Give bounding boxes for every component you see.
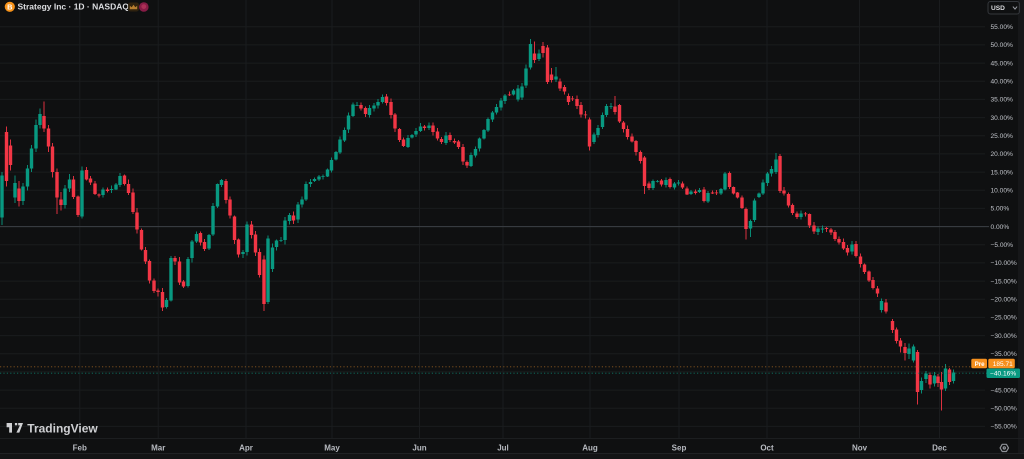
svg-text:35.00%: 35.00% xyxy=(991,97,1014,104)
svg-text:Feb: Feb xyxy=(73,443,87,452)
svg-text:−5.00%: −5.00% xyxy=(991,242,1014,249)
svg-text:−15.00%: −15.00% xyxy=(991,278,1017,285)
svg-text:30.00%: 30.00% xyxy=(991,115,1014,122)
svg-text:20.00%: 20.00% xyxy=(991,151,1014,158)
svg-text:Nov: Nov xyxy=(852,443,868,452)
svg-text:TradingView: TradingView xyxy=(27,422,98,436)
svg-text:Jul: Jul xyxy=(497,443,509,452)
svg-text:−50.00%: −50.00% xyxy=(991,406,1017,413)
svg-text:Mar: Mar xyxy=(151,443,165,452)
svg-text:−30.00%: −30.00% xyxy=(991,333,1017,340)
svg-text:Jun: Jun xyxy=(412,443,426,452)
svg-text:Sep: Sep xyxy=(672,443,687,452)
svg-text:−20.00%: −20.00% xyxy=(991,297,1017,304)
svg-text:50.00%: 50.00% xyxy=(991,42,1014,49)
svg-text:25.00%: 25.00% xyxy=(991,133,1014,140)
svg-text:15.00%: 15.00% xyxy=(991,169,1014,176)
svg-text:Strategy Inc · 1D · NASDAQ: Strategy Inc · 1D · NASDAQ xyxy=(18,2,130,12)
svg-text:B: B xyxy=(7,2,12,11)
svg-text:Dec: Dec xyxy=(932,443,947,452)
svg-text:0.00%: 0.00% xyxy=(991,224,1010,231)
svg-text:−10.00%: −10.00% xyxy=(991,260,1017,267)
svg-text:40.00%: 40.00% xyxy=(991,79,1014,86)
svg-text:May: May xyxy=(324,443,340,452)
svg-text:Apr: Apr xyxy=(239,443,253,452)
svg-text:Aug: Aug xyxy=(582,443,598,452)
svg-text:5.00%: 5.00% xyxy=(991,206,1010,213)
svg-text:45.00%: 45.00% xyxy=(991,60,1014,67)
svg-text:−35.00%: −35.00% xyxy=(991,351,1017,358)
svg-text:185.71: 185.71 xyxy=(993,361,1013,368)
svg-text:−45.00%: −45.00% xyxy=(991,387,1017,394)
svg-text:55.00%: 55.00% xyxy=(991,24,1014,31)
svg-text:−55.00%: −55.00% xyxy=(991,424,1017,431)
svg-text:−25.00%: −25.00% xyxy=(991,315,1017,322)
svg-text:Pre: Pre xyxy=(975,361,986,368)
svg-text:10.00%: 10.00% xyxy=(991,188,1014,195)
svg-text:Oct: Oct xyxy=(760,443,774,452)
svg-text:USD: USD xyxy=(991,5,1005,12)
svg-text:−40.16%: −40.16% xyxy=(990,371,1016,378)
